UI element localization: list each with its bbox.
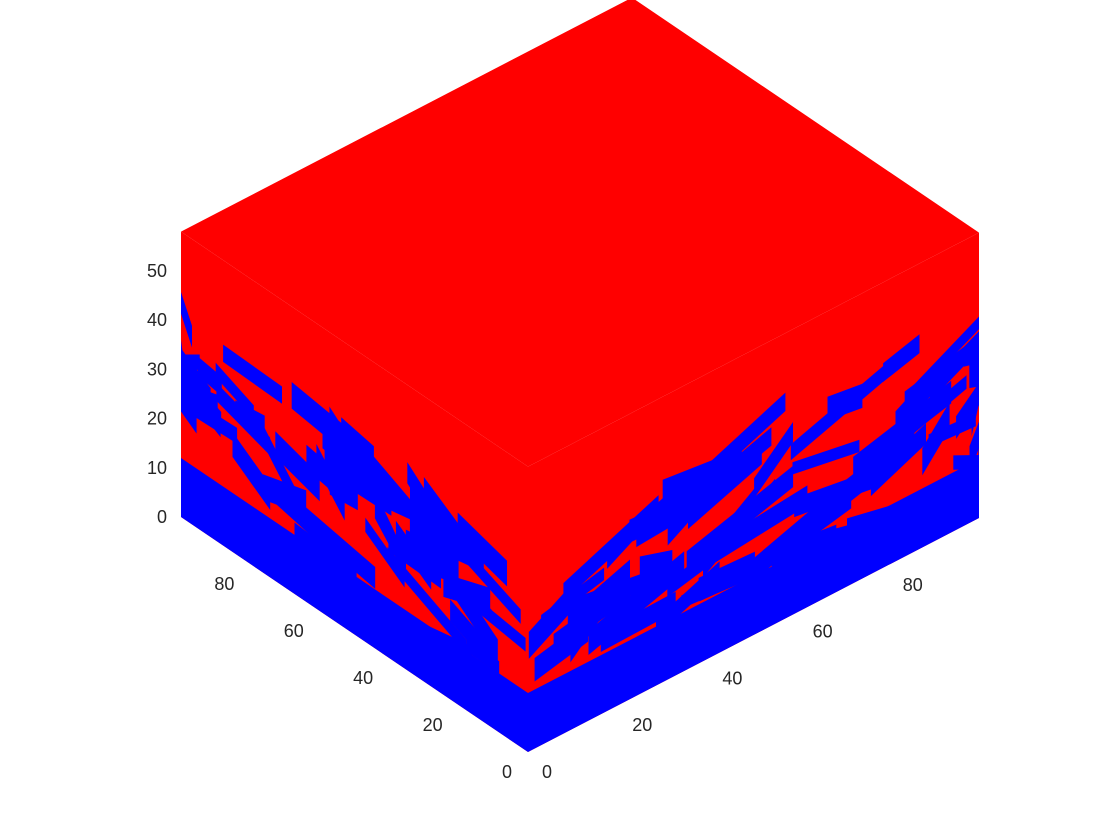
blue-channel bbox=[232, 432, 271, 510]
blue-channel bbox=[181, 383, 208, 424]
blue-channel bbox=[534, 618, 589, 682]
blue-channel bbox=[969, 421, 979, 473]
blue-channel bbox=[197, 356, 222, 396]
blue-channel bbox=[681, 559, 765, 609]
blue-channel bbox=[275, 431, 320, 502]
y-tick-label: 20 bbox=[423, 715, 443, 735]
blue-channel bbox=[883, 334, 920, 382]
blue-channel bbox=[181, 292, 192, 348]
blue-channel bbox=[703, 487, 756, 578]
blue-channel bbox=[291, 382, 355, 461]
right-blue-base bbox=[528, 459, 979, 752]
blue-channels bbox=[181, 292, 979, 682]
blue-channel bbox=[792, 439, 860, 475]
x-tick-label: 40 bbox=[722, 668, 742, 688]
blue-channel bbox=[293, 496, 376, 589]
y-tick-label: 60 bbox=[284, 621, 304, 641]
x-tick-label: 80 bbox=[903, 575, 923, 595]
z-tick-label: 50 bbox=[147, 261, 167, 281]
z-tick-label: 20 bbox=[147, 409, 167, 429]
blue-channel bbox=[215, 362, 254, 420]
y-tick-label: 40 bbox=[353, 668, 373, 688]
blue-channel bbox=[411, 617, 471, 664]
blue-channel bbox=[714, 485, 808, 564]
blue-channel bbox=[978, 446, 979, 472]
blue-channel bbox=[636, 476, 715, 548]
blue-channel bbox=[563, 495, 659, 602]
blue-channel bbox=[322, 429, 393, 508]
blue-channel bbox=[827, 383, 863, 421]
blue-channel bbox=[453, 572, 498, 663]
z-tick-label: 40 bbox=[147, 310, 167, 330]
blue-channel bbox=[823, 426, 915, 523]
blue-channel bbox=[181, 392, 197, 434]
z-tick-label: 10 bbox=[147, 458, 167, 478]
right-face-channels bbox=[528, 316, 979, 682]
blue-channel bbox=[423, 477, 482, 572]
axis-ticks: 0 10 20 30 40 50 0 20 40 60 80 0 20 40 60 80 bbox=[147, 261, 923, 782]
blue-channel bbox=[374, 496, 406, 576]
blue-channel bbox=[223, 344, 282, 404]
x-tick-label: 0 bbox=[542, 762, 552, 782]
blue-channel bbox=[457, 512, 507, 587]
left-face-channels bbox=[181, 292, 526, 675]
top-face bbox=[181, 0, 979, 467]
blue-channel bbox=[847, 504, 894, 536]
blue-channel bbox=[588, 551, 685, 655]
blue-channel bbox=[688, 438, 762, 530]
y-tick-label: 0 bbox=[502, 762, 512, 782]
blue-channel bbox=[306, 444, 335, 494]
x-tick-label: 60 bbox=[813, 622, 833, 642]
blue-channel bbox=[771, 524, 837, 570]
blue-channel bbox=[407, 462, 448, 547]
blue-channel bbox=[751, 498, 824, 583]
blue-channel bbox=[971, 387, 979, 437]
blue-channel bbox=[216, 382, 271, 456]
blue-channel bbox=[387, 547, 467, 655]
blue-channel bbox=[956, 382, 979, 439]
blue-channel bbox=[754, 422, 793, 499]
blue-channel bbox=[853, 380, 952, 480]
z-tick-label: 30 bbox=[147, 359, 167, 379]
y-tick-label: 80 bbox=[214, 574, 234, 594]
blue-channel bbox=[365, 517, 405, 588]
blue-channel bbox=[395, 520, 432, 590]
blue-channel bbox=[304, 531, 350, 578]
z-tick-label: 0 bbox=[157, 507, 167, 527]
left-blue-base bbox=[181, 458, 528, 752]
blue-channel bbox=[904, 335, 979, 405]
blue-channel bbox=[466, 638, 500, 674]
blue-channel bbox=[181, 354, 200, 370]
x-tick-label: 20 bbox=[632, 715, 652, 735]
blue-channel bbox=[600, 591, 676, 652]
blue-channel bbox=[823, 524, 852, 549]
blue-channel bbox=[922, 402, 950, 476]
blue-channel bbox=[372, 454, 449, 563]
blue-channel bbox=[969, 360, 979, 389]
